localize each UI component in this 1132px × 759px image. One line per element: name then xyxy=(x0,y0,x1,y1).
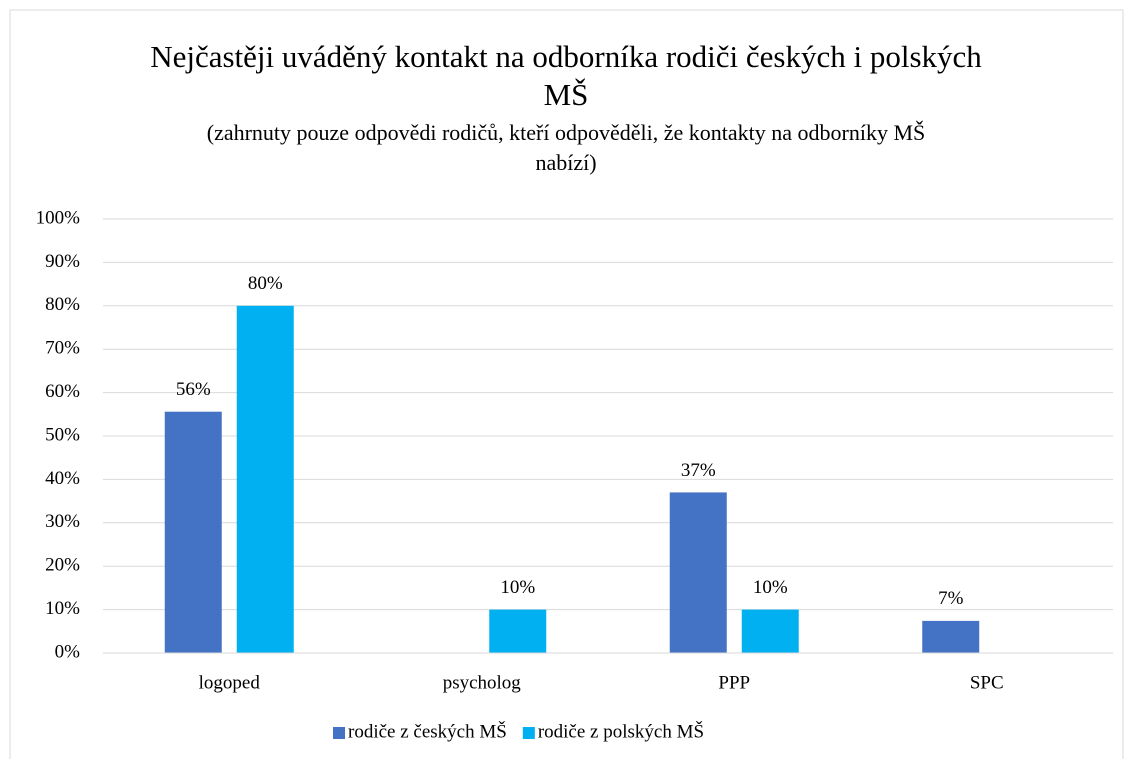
data-label: 7% xyxy=(938,588,964,609)
bar xyxy=(489,609,547,653)
y-tick-label: 10% xyxy=(45,598,80,619)
chart-title: Nejčastěji uváděný kontakt na odborníka … xyxy=(150,39,982,112)
y-tick-label: 20% xyxy=(45,555,80,576)
data-label: 37% xyxy=(681,460,716,481)
bar xyxy=(164,411,222,653)
y-tick-label: 30% xyxy=(45,511,80,532)
data-label: 10% xyxy=(500,577,535,598)
legend-label: rodiče z českých MŠ xyxy=(348,720,507,742)
data-label: 80% xyxy=(248,273,283,294)
y-tick-label: 90% xyxy=(45,251,80,272)
data-label: 56% xyxy=(176,379,211,400)
bar xyxy=(669,492,727,653)
legend-swatch xyxy=(333,727,345,739)
legend-swatch xyxy=(522,727,535,739)
bar xyxy=(236,305,294,653)
chart-frame xyxy=(9,9,1124,759)
y-tick-label: 0% xyxy=(55,641,81,662)
bar xyxy=(741,609,799,653)
data-label: 10% xyxy=(753,577,788,598)
legend-label: rodiče z polských MŠ xyxy=(538,720,704,742)
y-tick-label: 60% xyxy=(45,381,80,402)
y-tick-label: 50% xyxy=(45,424,80,445)
x-tick-label: logoped xyxy=(199,672,261,693)
chart-subtitle: (zahrnuty pouze odpovědi rodičů, kteří o… xyxy=(206,120,926,175)
bar xyxy=(922,620,980,653)
y-tick-label: 80% xyxy=(45,294,80,315)
x-tick-label: PPP xyxy=(718,672,750,693)
y-tick-label: 70% xyxy=(45,338,80,359)
x-tick-label: psycholog xyxy=(443,672,522,693)
x-tick-label: SPC xyxy=(970,672,1004,693)
y-tick-label: 100% xyxy=(36,207,81,228)
y-tick-label: 40% xyxy=(45,468,80,489)
